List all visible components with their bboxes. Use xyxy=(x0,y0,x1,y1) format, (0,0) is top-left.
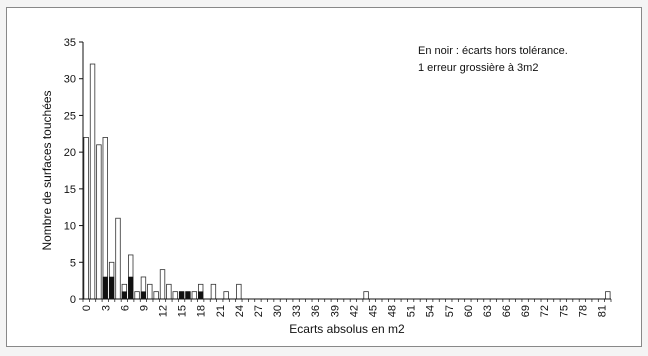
annotation-gross-error: 1 erreur grossière à 3m2 xyxy=(418,62,538,74)
x-tick-label: 42 xyxy=(348,305,360,317)
bar-total xyxy=(147,283,153,300)
bar-hors-tolerance xyxy=(140,291,146,300)
x-tick-label: 72 xyxy=(539,305,551,317)
axes-group xyxy=(82,42,611,300)
x-tick-label: 75 xyxy=(558,305,570,317)
annotation-black-meaning: En noir : écarts hors tolérance. xyxy=(418,45,568,57)
x-tick-label: 24 xyxy=(234,305,246,317)
y-ticks-group: 0 5 10 15 20 25 30 35 xyxy=(64,37,83,306)
bar-total xyxy=(363,291,369,300)
bar-total xyxy=(236,283,242,300)
x-tick-label: 30 xyxy=(272,305,284,317)
x-tick-label: 12 xyxy=(158,305,170,317)
x-tick-label: 60 xyxy=(463,305,475,317)
x-tick-label: 36 xyxy=(310,305,322,317)
bar-total xyxy=(210,283,217,300)
bar-total xyxy=(102,137,108,300)
x-tick-label: 18 xyxy=(196,305,208,317)
chart-frame: 0 5 10 15 20 25 30 35 0 3 6 9 12 15 18 21 24 27 30 33 36 39 4… xyxy=(6,7,642,347)
x-axis-title: Ecarts absolus en m2 xyxy=(289,322,405,336)
x-tick-label: 27 xyxy=(253,305,265,317)
bar-total xyxy=(172,291,178,300)
bar-hors-tolerance xyxy=(121,291,127,300)
bar-total xyxy=(153,291,159,300)
x-tick-label: 78 xyxy=(577,305,589,317)
y-tick-label: 15 xyxy=(64,184,76,196)
x-tick-label: 6 xyxy=(119,305,131,311)
y-tick-label: 10 xyxy=(64,221,76,233)
x-tick-label: 9 xyxy=(138,305,150,311)
x-tick-label: 39 xyxy=(329,305,341,317)
bar-total xyxy=(605,291,611,300)
y-tick-label: 0 xyxy=(70,294,76,306)
x-tick-label: 66 xyxy=(501,305,513,317)
bar-total xyxy=(159,269,166,300)
y-tick-label: 20 xyxy=(64,147,76,159)
x-tick-label: 57 xyxy=(444,305,456,317)
x-tick-label: 81 xyxy=(596,305,608,317)
bar-hors-tolerance xyxy=(185,291,191,300)
bars-group xyxy=(83,63,611,300)
y-tick-label: 5 xyxy=(70,257,76,269)
x-tick-label: 51 xyxy=(406,305,418,317)
y-tick-label: 35 xyxy=(64,37,76,49)
x-tick-label: 15 xyxy=(177,305,189,317)
bar-total xyxy=(115,217,121,300)
bar-hors-tolerance xyxy=(109,276,115,300)
bar-total xyxy=(223,291,229,300)
bar-hors-tolerance xyxy=(198,291,204,300)
x-tick-label: 54 xyxy=(425,305,437,317)
bar-hors-tolerance xyxy=(102,276,108,300)
y-tick-label: 30 xyxy=(64,74,76,86)
bar-total xyxy=(96,144,102,300)
y-axis-title: Nombre de surfaces touchées xyxy=(40,90,54,250)
x-tick-label: 3 xyxy=(100,305,112,311)
x-tick-label: 69 xyxy=(520,305,532,317)
bar-total xyxy=(89,63,96,300)
x-tick-label: 21 xyxy=(215,305,227,317)
x-tick-label: 45 xyxy=(367,305,379,317)
x-tick-label: 33 xyxy=(291,305,303,317)
x-tick-label: 48 xyxy=(387,305,399,317)
bar-total xyxy=(191,291,198,300)
x-tick-label: 0 xyxy=(81,305,93,311)
x-ticks-group: 0 3 6 9 12 15 18 21 24 27 30 33 36 39 42 45 48 51 54 57 60 63… xyxy=(81,299,612,317)
bar-total xyxy=(166,283,172,300)
bar-hors-tolerance xyxy=(179,291,185,300)
bar-hors-tolerance xyxy=(128,276,134,300)
bar-total xyxy=(83,137,89,300)
y-tick-label: 25 xyxy=(64,110,76,122)
x-tick-label: 63 xyxy=(482,305,494,317)
bar-total xyxy=(134,291,140,300)
